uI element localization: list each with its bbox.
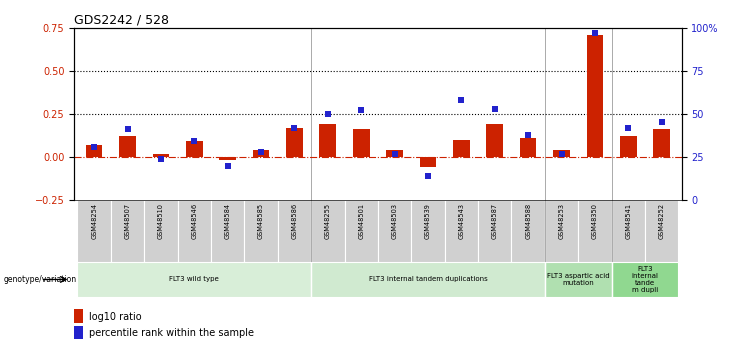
Bar: [253, 150, 270, 157]
Text: FLT3 internal tandem duplications: FLT3 internal tandem duplications: [368, 276, 488, 283]
Point: [355, 108, 367, 113]
Bar: [119, 136, 136, 157]
Text: GSM48507: GSM48507: [124, 203, 130, 239]
Bar: [219, 157, 236, 160]
Bar: [211, 200, 245, 262]
Point: [188, 139, 200, 144]
Bar: [620, 136, 637, 157]
Bar: [378, 200, 411, 262]
Bar: [311, 262, 545, 297]
Bar: [445, 200, 478, 262]
Bar: [578, 200, 611, 262]
Text: GSM48503: GSM48503: [391, 203, 398, 239]
Bar: [611, 200, 645, 262]
Bar: [153, 154, 169, 157]
Text: GSM48588: GSM48588: [525, 203, 531, 239]
Bar: [478, 200, 511, 262]
Bar: [278, 200, 311, 262]
Text: GSM48587: GSM48587: [492, 203, 498, 239]
Bar: [645, 200, 678, 262]
Bar: [486, 124, 503, 157]
Text: FLT3 aspartic acid
mutation: FLT3 aspartic acid mutation: [547, 273, 610, 286]
Bar: [144, 200, 178, 262]
Bar: [554, 150, 570, 157]
Text: FLT3 wild type: FLT3 wild type: [170, 276, 219, 283]
Point: [255, 149, 267, 155]
Point: [389, 151, 401, 156]
Point: [489, 106, 501, 111]
Text: GSM48350: GSM48350: [592, 203, 598, 239]
Bar: [286, 128, 303, 157]
Point: [556, 151, 568, 156]
Point: [656, 120, 668, 125]
Bar: [386, 150, 403, 157]
Bar: [111, 200, 144, 262]
Text: GSM48510: GSM48510: [158, 203, 164, 239]
Bar: [74, 326, 83, 339]
Bar: [86, 145, 102, 157]
Point: [122, 127, 133, 132]
Bar: [319, 124, 336, 157]
Bar: [245, 200, 278, 262]
Bar: [511, 200, 545, 262]
Text: GDS2242 / 528: GDS2242 / 528: [74, 13, 169, 27]
Point: [522, 132, 534, 137]
Point: [88, 144, 100, 149]
Text: FLT3
internal
tande
m dupli: FLT3 internal tande m dupli: [631, 266, 659, 293]
Bar: [311, 200, 345, 262]
Bar: [353, 129, 370, 157]
Bar: [453, 140, 470, 157]
Point: [456, 97, 468, 103]
Text: GSM48501: GSM48501: [358, 203, 365, 239]
Text: GSM48254: GSM48254: [91, 203, 97, 239]
Text: GSM48539: GSM48539: [425, 203, 431, 239]
Bar: [519, 138, 536, 157]
Text: GSM48252: GSM48252: [659, 203, 665, 239]
Text: GSM48541: GSM48541: [625, 203, 631, 239]
Bar: [411, 200, 445, 262]
Text: genotype/variation: genotype/variation: [4, 275, 77, 284]
Text: GSM48546: GSM48546: [191, 203, 197, 239]
Point: [155, 156, 167, 161]
Bar: [78, 262, 311, 297]
Point: [322, 111, 333, 117]
Point: [222, 163, 233, 168]
Text: GSM48543: GSM48543: [459, 203, 465, 239]
Text: percentile rank within the sample: percentile rank within the sample: [90, 328, 254, 338]
Bar: [345, 200, 378, 262]
Text: GSM48584: GSM48584: [225, 203, 230, 239]
Bar: [178, 200, 211, 262]
Text: GSM48585: GSM48585: [258, 203, 264, 239]
Bar: [545, 200, 578, 262]
Bar: [587, 34, 603, 157]
Text: GSM48253: GSM48253: [559, 203, 565, 239]
Bar: [186, 141, 202, 157]
Bar: [74, 309, 83, 323]
Point: [288, 125, 300, 130]
Point: [589, 30, 601, 36]
Bar: [78, 200, 111, 262]
Bar: [654, 129, 670, 157]
Bar: [419, 157, 436, 167]
Point: [422, 173, 434, 179]
Text: GSM48255: GSM48255: [325, 203, 330, 239]
Point: [622, 125, 634, 130]
Bar: [611, 262, 678, 297]
Text: GSM48586: GSM48586: [291, 203, 297, 239]
Bar: [545, 262, 611, 297]
Text: log10 ratio: log10 ratio: [90, 312, 142, 322]
